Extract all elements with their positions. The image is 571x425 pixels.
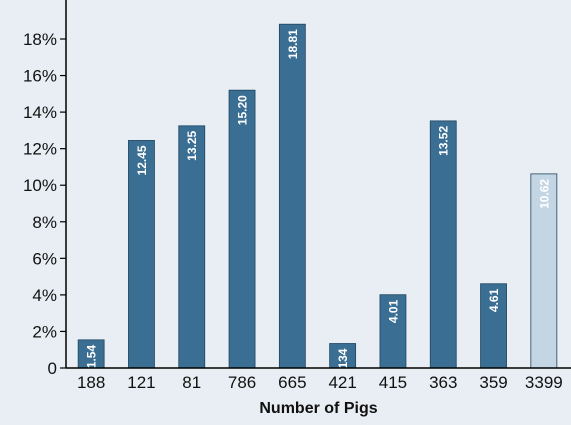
bar-value-label: 12.45 (135, 145, 149, 175)
y-tick-label: 4% (32, 286, 57, 305)
y-tick-label: 2% (32, 322, 57, 341)
bar-value-label: 4.61 (487, 288, 501, 312)
bar-value-label: 13.25 (185, 130, 199, 160)
bar-188 (77, 339, 105, 369)
bar-665 (278, 23, 306, 369)
x-axis: 188 121 81 786 665 421 415 363 359 3399 (77, 373, 563, 392)
x-tick-label: 415 (379, 373, 407, 392)
bar-value-label: 13.52 (437, 126, 451, 156)
x-tick-label: 665 (278, 373, 306, 392)
y-tick-label: 18% (23, 30, 57, 49)
y-tick-label: 12% (23, 140, 57, 159)
bar-421 (329, 343, 357, 369)
y-tick-label: 0 (48, 359, 57, 378)
bar-value-label: 15.20 (236, 95, 250, 125)
x-tick-label: 359 (479, 373, 507, 392)
bar-359 (480, 283, 507, 369)
bar-786 (228, 89, 256, 369)
y-tick-label: 10% (23, 176, 57, 195)
bar-121 (128, 140, 155, 369)
bar-415 (379, 294, 407, 369)
bar-363 (429, 120, 457, 369)
bar-value-label: 18.81 (286, 29, 300, 59)
x-tick-label: 421 (328, 373, 356, 392)
bar-value-label: 1.54 (85, 345, 99, 369)
y-tick-label: 8% (32, 213, 57, 232)
x-tick-label: 121 (127, 373, 155, 392)
y-tick-label: 16% (23, 67, 57, 86)
x-tick-label: 3399 (525, 373, 563, 392)
x-tick-label: 81 (182, 373, 201, 392)
bar-3399 (530, 173, 558, 369)
x-tick-label: 188 (77, 373, 105, 392)
x-tick-label: 363 (429, 373, 457, 392)
bar-value-label: 4.01 (386, 299, 400, 323)
y-tick-label: 14% (23, 103, 57, 122)
bar-81 (178, 125, 206, 369)
y-axis: 0 2% 4% 6% 8% 10% 12% 14% 16% 18% (23, 30, 66, 378)
y-tick-label: 6% (32, 249, 57, 268)
x-axis-title: Number of Pigs (259, 400, 377, 417)
x-tick-label: 786 (228, 373, 256, 392)
bar-value-label: 10.62 (537, 179, 551, 209)
bar-value-label: 134 (336, 348, 350, 368)
